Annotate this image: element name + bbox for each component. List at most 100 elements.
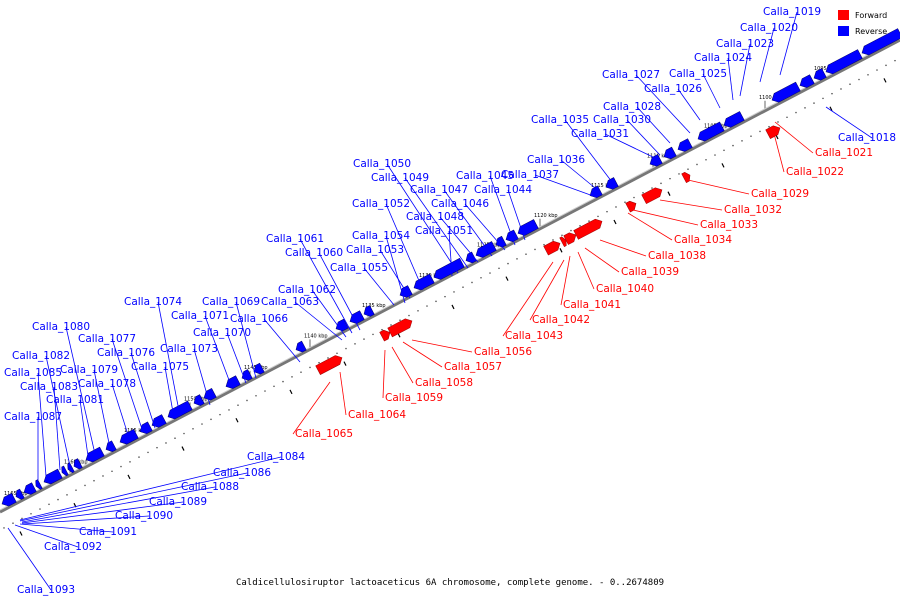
gene-label[interactable]: Calla_1046 <box>431 198 489 210</box>
reverse-gene-feature[interactable] <box>60 465 69 477</box>
reverse-gene-feature[interactable] <box>192 394 205 408</box>
reverse-gene-feature[interactable] <box>662 146 677 161</box>
gene-label[interactable]: Calla_1022 <box>786 166 844 178</box>
reverse-gene-feature[interactable] <box>138 421 153 436</box>
forward-gene-feature[interactable] <box>625 199 639 213</box>
gene-label[interactable]: Calla_1043 <box>505 330 563 342</box>
gene-label[interactable]: Calla_1031 <box>571 128 629 140</box>
reverse-gene-feature[interactable] <box>432 257 465 282</box>
gene-label[interactable]: Calla_1040 <box>596 283 654 295</box>
reverse-gene-feature[interactable] <box>252 362 265 376</box>
reverse-gene-feature[interactable] <box>240 369 253 382</box>
gene-label[interactable]: Calla_1084 <box>247 451 305 463</box>
forward-gene-feature[interactable] <box>681 171 693 184</box>
reverse-gene-feature[interactable] <box>516 219 539 237</box>
reverse-gene-feature[interactable] <box>362 305 375 318</box>
gene-label[interactable]: Calla_1029 <box>751 188 809 200</box>
reverse-gene-feature[interactable] <box>104 440 117 454</box>
gene-label[interactable]: Calla_1064 <box>348 409 406 421</box>
gene-label[interactable]: Calla_1028 <box>603 101 661 113</box>
reverse-gene-feature[interactable] <box>504 229 519 244</box>
gene-label[interactable]: Calla_1038 <box>648 250 706 262</box>
gene-label[interactable]: Calla_1025 <box>669 68 727 80</box>
gene-label[interactable]: Calla_1087 <box>4 411 62 423</box>
gene-label[interactable]: Calla_1024 <box>694 52 752 64</box>
gene-label[interactable]: Calla_1061 <box>266 233 324 245</box>
gene-label[interactable]: Calla_1037 <box>501 169 559 181</box>
gene-label[interactable]: Calla_1092 <box>44 541 102 553</box>
forward-gene-feature[interactable] <box>563 230 579 245</box>
gene-label[interactable]: Calla_1063 <box>261 296 319 308</box>
reverse-gene-feature[interactable] <box>604 177 619 192</box>
gene-label[interactable]: Calla_1044 <box>474 184 532 196</box>
gene-label[interactable]: Calla_1082 <box>12 350 70 362</box>
gene-label[interactable]: Calla_1065 <box>295 428 353 440</box>
gene-label[interactable]: Calla_1085 <box>4 367 62 379</box>
gene-label[interactable]: Calla_1053 <box>346 244 404 256</box>
reverse-gene-feature[interactable] <box>72 458 83 471</box>
reverse-gene-feature[interactable] <box>66 462 75 474</box>
gene-label[interactable]: Calla_1041 <box>563 299 621 311</box>
gene-label[interactable]: Calla_1075 <box>131 361 189 373</box>
gene-label[interactable]: Calla_1069 <box>202 296 260 308</box>
reverse-gene-feature[interactable] <box>696 121 725 143</box>
gene-label[interactable]: Calla_1088 <box>181 481 239 493</box>
reverse-gene-feature[interactable] <box>676 138 693 154</box>
gene-label[interactable]: Calla_1050 <box>353 158 411 170</box>
forward-gene-feature[interactable] <box>559 236 569 248</box>
gene-label[interactable]: Calla_1070 <box>193 327 251 339</box>
gene-label[interactable]: Calla_1058 <box>415 377 473 389</box>
forward-gene-feature[interactable] <box>379 328 393 342</box>
gene-label[interactable]: Calla_1039 <box>621 266 679 278</box>
forward-gene-feature[interactable] <box>543 239 563 256</box>
gene-label[interactable]: Calla_1032 <box>724 204 782 216</box>
reverse-gene-feature[interactable] <box>166 400 193 421</box>
gene-label[interactable]: Calla_1078 <box>78 378 136 390</box>
gene-label[interactable]: Calla_1051 <box>415 225 473 237</box>
gene-label[interactable]: Calla_1052 <box>352 198 410 210</box>
reverse-gene-feature[interactable] <box>84 446 105 464</box>
gene-label[interactable]: Calla_1062 <box>278 284 336 296</box>
gene-label[interactable]: Calla_1036 <box>527 154 585 166</box>
gene-label[interactable]: Calla_1080 <box>32 321 90 333</box>
reverse-gene-feature[interactable] <box>474 241 497 259</box>
gene-label[interactable]: Calla_1060 <box>285 247 343 259</box>
gene-label[interactable]: Calla_1076 <box>97 347 155 359</box>
gene-label[interactable]: Calla_1083 <box>20 381 78 393</box>
gene-label[interactable]: Calla_1020 <box>740 22 798 34</box>
gene-label[interactable]: Calla_1059 <box>385 392 443 404</box>
gene-label[interactable]: Calla_1071 <box>171 310 229 322</box>
gene-label[interactable]: Calla_1026 <box>644 83 702 95</box>
reverse-gene-feature[interactable] <box>14 488 25 501</box>
gene-label[interactable]: Calla_1048 <box>406 211 464 223</box>
gene-label[interactable]: Calla_1091 <box>79 526 137 538</box>
reverse-gene-feature[interactable] <box>824 49 863 77</box>
reverse-gene-feature[interactable] <box>22 482 37 497</box>
gene-label[interactable]: Calla_1073 <box>160 343 218 355</box>
reverse-gene-feature[interactable] <box>118 428 139 446</box>
gene-label[interactable]: Calla_1081 <box>46 394 104 406</box>
reverse-gene-feature[interactable] <box>150 414 167 430</box>
reverse-gene-feature[interactable] <box>224 375 241 391</box>
gene-label[interactable]: Calla_1055 <box>330 262 388 274</box>
gene-label[interactable]: Calla_1042 <box>532 314 590 326</box>
gene-label[interactable]: Calla_1074 <box>124 296 182 308</box>
reverse-gene-feature[interactable] <box>860 28 900 58</box>
reverse-gene-feature[interactable] <box>588 185 603 200</box>
gene-label[interactable]: Calla_1021 <box>815 147 873 159</box>
gene-label[interactable]: Calla_1034 <box>674 234 732 246</box>
reverse-gene-feature[interactable] <box>348 310 365 326</box>
gene-label[interactable]: Calla_1033 <box>700 219 758 231</box>
reverse-gene-feature[interactable] <box>770 81 801 104</box>
gene-label[interactable]: Calla_1027 <box>602 69 660 81</box>
gene-label[interactable]: Calla_1077 <box>78 333 136 345</box>
reverse-gene-feature[interactable] <box>34 479 43 491</box>
gene-label[interactable]: Calla_1023 <box>716 38 774 50</box>
gene-label[interactable]: Calla_1035 <box>531 114 589 126</box>
reverse-gene-feature[interactable] <box>202 388 217 402</box>
gene-label[interactable]: Calla_1018 <box>838 132 896 144</box>
forward-gene-feature[interactable] <box>387 317 415 338</box>
reverse-gene-feature[interactable] <box>722 111 745 129</box>
gene-label[interactable]: Calla_1019 <box>763 6 821 18</box>
reverse-gene-feature[interactable] <box>494 235 507 249</box>
